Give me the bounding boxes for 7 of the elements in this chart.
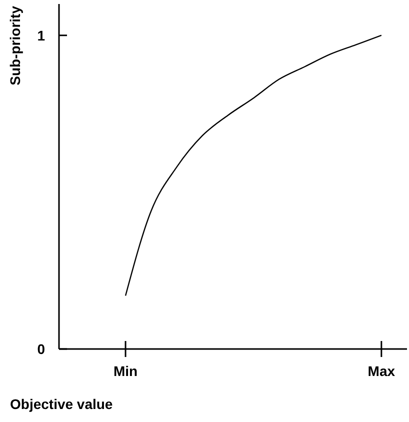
line-series bbox=[124, 34, 382, 296]
x-tick-label: Max bbox=[368, 363, 396, 379]
x-tick-label: Min bbox=[113, 363, 138, 379]
y-tick-label: 1 bbox=[37, 27, 46, 44]
y-axis-title: Sub-priority bbox=[7, 6, 23, 86]
y-tick-label: 0 bbox=[37, 341, 46, 357]
x-axis-title: Objective value bbox=[10, 396, 113, 412]
